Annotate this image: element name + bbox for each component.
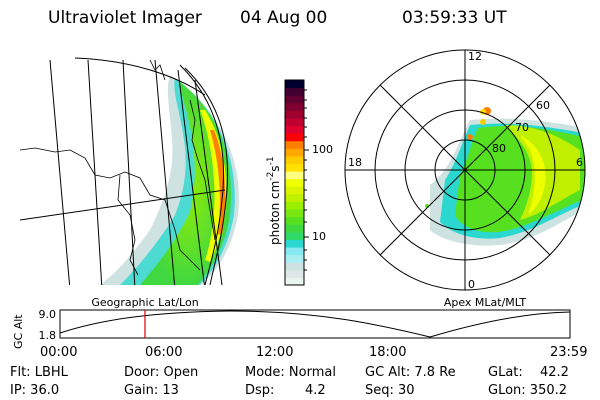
colorbar-swatch <box>285 163 304 172</box>
ytick-9: 9.0 <box>39 308 57 321</box>
mlt-label-0: 0 <box>468 278 475 291</box>
colorbar-swatch <box>285 262 304 271</box>
polar-image <box>425 107 585 246</box>
colorbar-swatch <box>285 193 304 202</box>
colorbar-swatch <box>285 254 304 263</box>
colorbar-swatch <box>285 201 304 210</box>
mlt-label-12: 12 <box>468 50 482 63</box>
xtick-1800: 18:00 <box>369 345 407 360</box>
mlt-label-6: 6 <box>576 156 583 169</box>
colorbar-swatch <box>285 102 304 111</box>
colorbar-swatch <box>285 133 304 142</box>
colorbar-swatch <box>285 110 304 119</box>
glon-status: GLon: 350.2 <box>488 383 568 398</box>
instrument-title: Ultraviolet Imager <box>48 8 202 28</box>
door-status: Door: Open <box>124 365 199 380</box>
colorbar-swatch <box>285 239 304 248</box>
altitude-plot-frame <box>59 309 571 339</box>
lat-label-70: 70 <box>515 121 529 134</box>
glat-value: 42.2 <box>540 365 569 380</box>
colorbar-tick-10: 10 <box>312 230 326 243</box>
filter-status: Flt: LBHL <box>10 365 68 380</box>
dsp-label: Dsp: <box>245 383 275 398</box>
lat-label-80: 80 <box>492 142 506 155</box>
colorbar-swatch <box>285 277 304 286</box>
colorbar-unit-label: photon cm-2s-1 <box>266 156 282 245</box>
colorbar-swatch <box>285 155 304 165</box>
colorbar-swatch <box>285 209 304 218</box>
ytick-1.8: 1.8 <box>39 329 57 342</box>
gc-alt-status: GC Alt: 7.8 Re <box>365 365 456 380</box>
right-panel-label: Apex MLat/MLT <box>444 296 527 309</box>
geographic-map <box>20 57 239 285</box>
colorbar-swatch <box>285 80 304 89</box>
colorbar-swatch <box>285 216 304 225</box>
xtick-1200: 12:00 <box>256 345 294 360</box>
colorbar-swatch <box>285 269 304 278</box>
colorbar-swatch <box>285 231 304 240</box>
polar-grid <box>344 49 586 291</box>
colorbar-swatch <box>285 140 304 149</box>
xtick-2359: 23:59 <box>550 345 588 360</box>
left-panel-label: Geographic Lat/Lon <box>91 296 198 309</box>
colorbar-swatch <box>285 247 304 256</box>
date-label: 04 Aug 00 <box>240 8 328 28</box>
colorbar-swatch <box>285 178 304 187</box>
seq-status: Seq: 30 <box>365 383 415 398</box>
colorbar-swatch <box>285 186 304 195</box>
gain-status: Gain: 13 <box>124 383 179 398</box>
colorbar-swatch <box>285 117 304 127</box>
mode-status: Mode: Normal <box>245 365 336 380</box>
ip-status: IP: 36.0 <box>10 383 60 398</box>
altitude-curve <box>59 310 571 338</box>
colorbar-tick-100: 100 <box>312 143 333 156</box>
colorbar-swatch <box>285 148 304 157</box>
mlt-label-18: 18 <box>348 156 362 169</box>
colorbar <box>284 79 309 286</box>
colorbar-swatch <box>285 95 304 104</box>
lat-label-60: 60 <box>536 99 550 112</box>
colorbar-frame <box>284 79 305 286</box>
colorbar-swatch <box>285 171 304 180</box>
glat-label: GLat: <box>488 365 523 380</box>
time-label: 03:59:33 UT <box>402 8 507 28</box>
colorbar-swatch <box>285 224 304 233</box>
colorbar-swatch <box>285 87 304 96</box>
xtick-0600: 06:00 <box>145 345 183 360</box>
xtick-0000: 00:00 <box>40 345 78 360</box>
colorbar-swatch <box>285 125 304 134</box>
altitude-ylabel: GC Alt <box>12 314 25 349</box>
dsp-value: 4.2 <box>305 383 326 398</box>
